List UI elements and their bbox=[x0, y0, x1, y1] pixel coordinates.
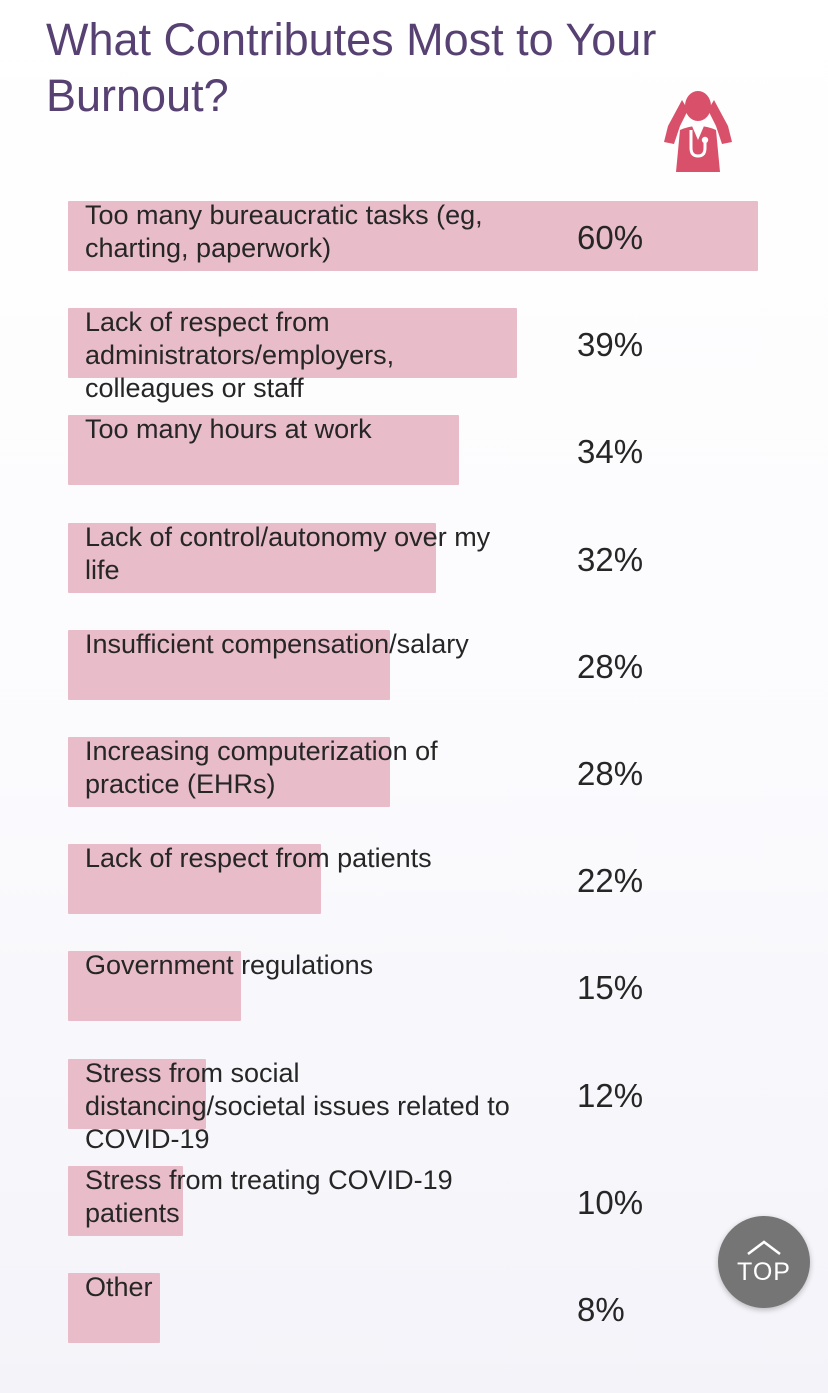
bar-category-label: Stress from treating COVID-19 patients bbox=[85, 1164, 453, 1228]
page-title: What Contributes Most to Your Burnout? bbox=[46, 14, 657, 121]
bar bbox=[68, 1273, 160, 1343]
bar-value-label: 28% bbox=[577, 755, 644, 792]
bar-category-label: Government regulations bbox=[85, 950, 374, 981]
bar bbox=[68, 522, 436, 593]
bar-value-label: 39% bbox=[577, 326, 644, 364]
bar bbox=[68, 1165, 183, 1236]
bar-value-label: 32% bbox=[577, 540, 644, 578]
bar-value-label: 60% bbox=[577, 219, 644, 256]
bar-value-label: 12% bbox=[577, 1076, 644, 1114]
bar-value-label: 28% bbox=[577, 647, 644, 685]
bar-category-label: Other bbox=[85, 1272, 153, 1302]
stressed-doctor-icon bbox=[664, 91, 732, 172]
bar-category-label: Lack of control/autonomy over my life bbox=[85, 521, 491, 585]
bar-value-label: 34% bbox=[577, 433, 644, 471]
bar-category-label: Increasing computerization of practice (… bbox=[85, 736, 438, 799]
bar bbox=[68, 1058, 206, 1129]
bar-value-label: 10% bbox=[577, 1183, 644, 1221]
bar-category-label: Stress from social distancing/societal i… bbox=[85, 1057, 510, 1154]
bar-value-label: 22% bbox=[577, 862, 644, 900]
bar bbox=[68, 951, 241, 1022]
bar-category-label: Lack of respect from patients bbox=[85, 843, 432, 874]
bar-value-label: 8% bbox=[577, 1291, 625, 1328]
bar-category-label: Lack of respect from administrators/empl… bbox=[85, 307, 395, 404]
bar bbox=[68, 201, 758, 271]
back-to-top-button[interactable]: TOP bbox=[718, 1216, 810, 1308]
bar bbox=[68, 737, 390, 807]
bar-category-label: Too many hours at work bbox=[85, 414, 372, 445]
chevron-up-icon bbox=[747, 1240, 781, 1256]
bar bbox=[68, 415, 459, 486]
bar-category-label: Too many bureaucratic tasks (eg, chartin… bbox=[85, 200, 483, 263]
bar-category-label: Insufficient compensation/salary bbox=[85, 628, 469, 659]
bar bbox=[68, 844, 321, 915]
bar bbox=[68, 629, 390, 700]
back-to-top-label: TOP bbox=[737, 1258, 791, 1286]
bar-value-label: 15% bbox=[577, 969, 644, 1007]
bar bbox=[68, 308, 517, 379]
